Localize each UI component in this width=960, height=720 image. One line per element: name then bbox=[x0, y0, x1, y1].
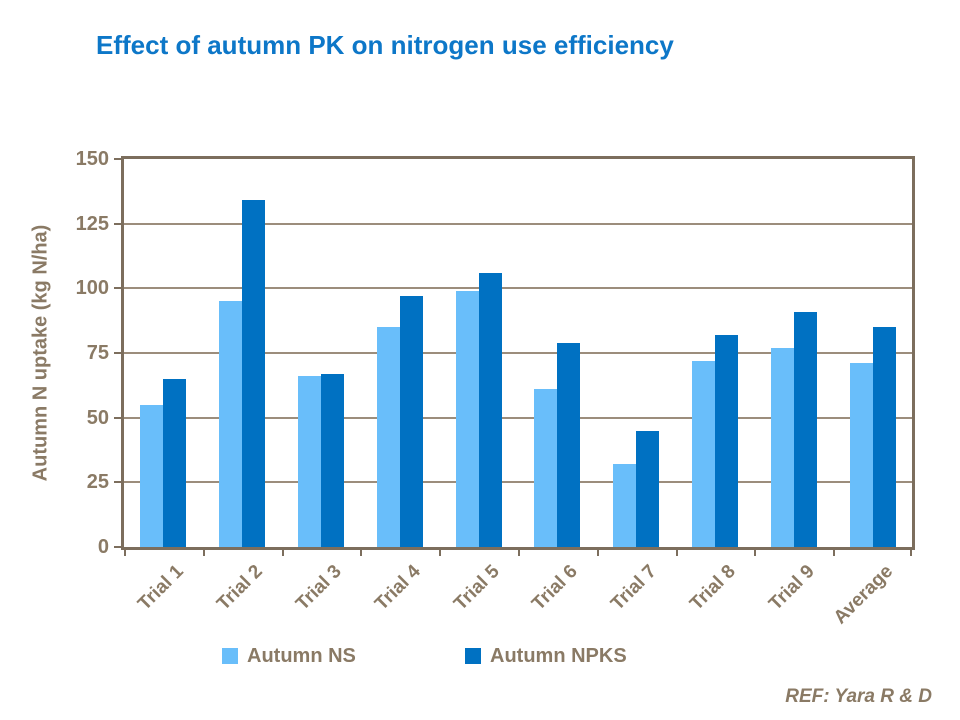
legend-swatch-autumn-ns bbox=[222, 648, 238, 664]
y-tick-label-75: 75 bbox=[86, 342, 109, 364]
x-tick-6 bbox=[596, 550, 599, 556]
y-tick-label-25: 25 bbox=[86, 471, 109, 494]
gridline-125 bbox=[124, 222, 912, 225]
x-label-trial-4: Trial 4 bbox=[370, 561, 425, 615]
x-label-trial-9: Trial 9 bbox=[764, 561, 819, 615]
bar-autumn-npks-trial-7 bbox=[636, 430, 660, 547]
y-tick-0 bbox=[114, 546, 121, 548]
x-label-trial-1: Trial 1 bbox=[134, 561, 189, 615]
bar-autumn-ns-trial-1 bbox=[140, 404, 164, 547]
legend-item-autumn-npks: Autumn NPKS bbox=[465, 644, 627, 667]
x-tick-0 bbox=[124, 550, 126, 556]
bar-autumn-ns-trial-8 bbox=[692, 360, 715, 547]
y-tick-label-100: 100 bbox=[75, 277, 109, 300]
bar-autumn-ns-trial-6 bbox=[534, 389, 558, 547]
bar-autumn-ns-trial-4 bbox=[376, 327, 400, 547]
bar-autumn-npks-trial-4 bbox=[399, 296, 423, 547]
x-label-trial-5: Trial 5 bbox=[449, 561, 504, 615]
bar-autumn-ns-trial-9 bbox=[770, 347, 794, 547]
x-tick-8 bbox=[754, 550, 757, 556]
x-tick-7 bbox=[675, 550, 678, 556]
x-tick-10 bbox=[910, 550, 912, 556]
bar-autumn-npks-trial-6 bbox=[557, 342, 581, 547]
reference-note: REF: Yara R & D bbox=[785, 686, 932, 707]
bar-autumn-ns-average bbox=[849, 363, 873, 547]
x-label-trial-7: Trial 7 bbox=[607, 561, 662, 615]
y-tick-label-0: 0 bbox=[97, 536, 109, 558]
x-tick-9 bbox=[833, 550, 836, 556]
y-tick-25 bbox=[114, 481, 121, 484]
x-tick-2 bbox=[281, 550, 284, 556]
x-label-trial-8: Trial 8 bbox=[686, 561, 740, 615]
gridline-50 bbox=[124, 416, 912, 419]
x-label-trial-6: Trial 6 bbox=[528, 561, 583, 615]
bar-autumn-ns-trial-5 bbox=[455, 290, 479, 547]
bar-autumn-npks-trial-1 bbox=[163, 378, 187, 547]
legend-swatch-autumn-npks bbox=[465, 648, 481, 664]
bar-autumn-npks-trial-9 bbox=[793, 311, 817, 547]
x-tick-4 bbox=[439, 550, 442, 556]
x-tick-3 bbox=[360, 550, 363, 556]
x-label-trial-3: Trial 3 bbox=[292, 561, 346, 615]
bar-autumn-npks-trial-3 bbox=[321, 373, 344, 547]
legend-item-autumn-ns: Autumn NS bbox=[222, 644, 356, 667]
bar-autumn-ns-trial-3 bbox=[298, 376, 321, 547]
y-tick-50 bbox=[114, 416, 121, 419]
y-tick-150 bbox=[114, 158, 121, 160]
y-tick-label-50: 50 bbox=[86, 406, 109, 429]
x-tick-1 bbox=[202, 550, 205, 556]
y-tick-label-150: 150 bbox=[75, 148, 109, 170]
chart-title: Effect of autumn PK on nitrogen use effi… bbox=[96, 30, 674, 60]
bar-autumn-npks-trial-5 bbox=[478, 272, 502, 547]
bar-autumn-ns-trial-2 bbox=[219, 301, 243, 547]
bar-autumn-npks-average bbox=[872, 327, 896, 547]
gridline-25 bbox=[124, 481, 912, 484]
y-tick-75 bbox=[114, 352, 121, 354]
y-tick-125 bbox=[114, 222, 121, 225]
legend-label-autumn-ns: Autumn NS bbox=[247, 644, 356, 667]
legend-label-autumn-npks: Autumn NPKS bbox=[490, 644, 627, 667]
x-label-trial-2: Trial 2 bbox=[213, 561, 268, 615]
plot-area: 0 25 50 75 100 125 150 Trial 1 Trial 2 Trial 3 Tri… bbox=[76, 148, 915, 628]
gridline-100 bbox=[124, 287, 912, 290]
bar-autumn-npks-trial-2 bbox=[242, 200, 266, 547]
x-label-average: Average bbox=[830, 561, 898, 629]
y-tick-100 bbox=[114, 287, 121, 290]
x-tick-5 bbox=[518, 550, 520, 556]
gridline-75 bbox=[124, 352, 912, 354]
bar-autumn-ns-trial-7 bbox=[613, 464, 637, 547]
y-tick-label-125: 125 bbox=[75, 212, 109, 235]
bar-autumn-npks-trial-8 bbox=[715, 334, 738, 547]
